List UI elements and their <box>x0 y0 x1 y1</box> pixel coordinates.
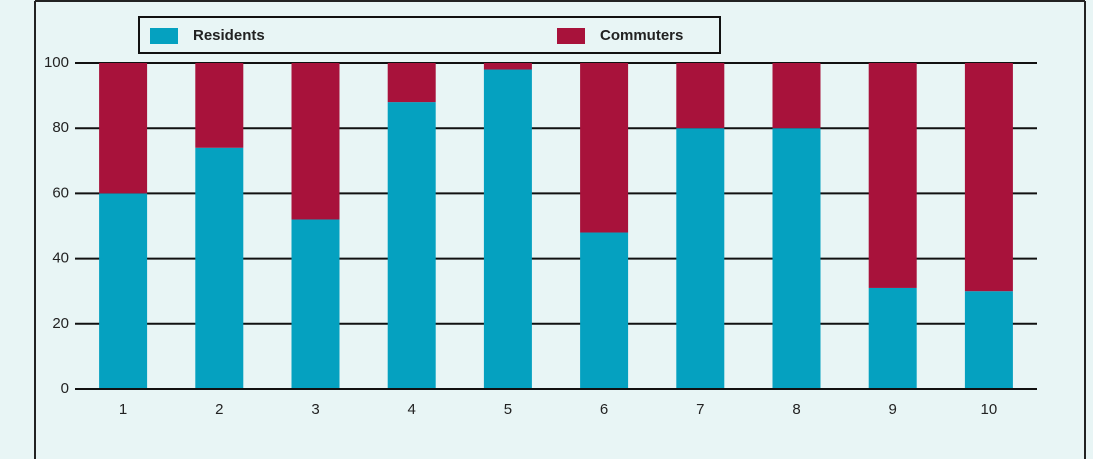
legend-box <box>138 16 721 54</box>
bar-segment <box>772 63 821 129</box>
bar-segment <box>868 63 917 288</box>
x-tick-label: 3 <box>311 401 319 418</box>
x-tick-label: 4 <box>408 401 416 418</box>
bar-segment <box>868 287 917 389</box>
x-tick-label: 7 <box>696 401 704 418</box>
y-tick-label: 40 <box>52 250 69 267</box>
bar-segment <box>676 63 725 129</box>
bar-segment <box>387 63 436 103</box>
bar-segment <box>964 63 1013 292</box>
x-tick-label: 10 <box>981 401 998 418</box>
bar-segment <box>964 291 1013 389</box>
bar-segment <box>99 193 148 389</box>
legend-label: Residents <box>193 27 265 44</box>
bar-segment <box>195 147 244 389</box>
bar-segment <box>580 232 629 389</box>
legend-swatch <box>150 28 178 44</box>
bar-segment <box>387 102 436 390</box>
x-tick-label: 6 <box>600 401 608 418</box>
y-tick-label: 100 <box>44 54 69 71</box>
bar-segment <box>99 63 148 194</box>
legend-label: Commuters <box>600 27 683 44</box>
bar-segment <box>291 219 340 389</box>
x-tick-label: 1 <box>119 401 127 418</box>
bar-segment <box>580 63 629 233</box>
x-tick-label: 2 <box>215 401 223 418</box>
bar-segment <box>483 63 532 70</box>
bar-segment <box>195 63 244 148</box>
bar-segment <box>772 128 821 389</box>
y-tick-label: 0 <box>61 380 69 397</box>
y-tick-label: 20 <box>52 315 69 332</box>
bar-segment <box>291 63 340 220</box>
bar-segment <box>483 69 532 390</box>
y-tick-label: 60 <box>52 184 69 201</box>
legend-swatch <box>557 28 585 44</box>
x-tick-label: 8 <box>792 401 800 418</box>
x-tick-label: 9 <box>889 401 897 418</box>
bar-segment <box>676 128 725 389</box>
y-tick-label: 80 <box>52 119 69 136</box>
x-tick-label: 5 <box>504 401 512 418</box>
